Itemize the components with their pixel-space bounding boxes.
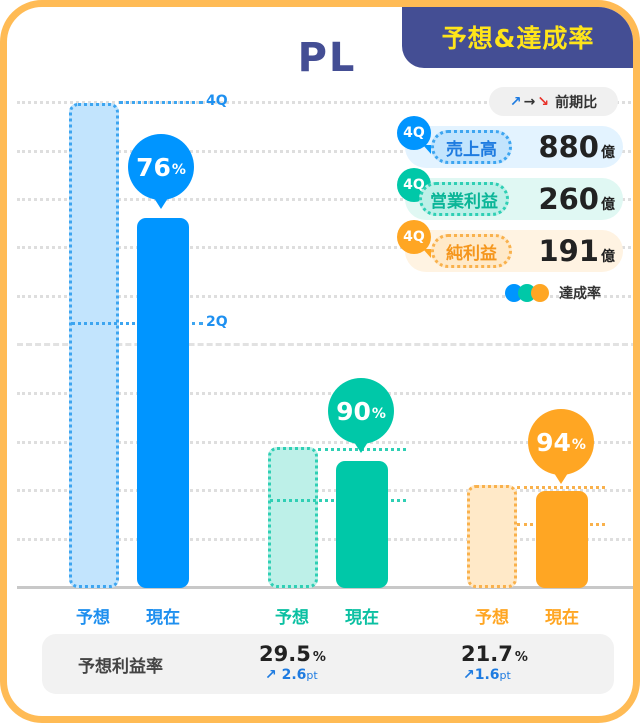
arrow-up-icon: ↗ — [463, 667, 475, 683]
grid-line — [17, 441, 633, 444]
current-bar-sales — [137, 218, 189, 588]
summary-operating: 29.5% ↗ 2.6pt — [259, 642, 326, 683]
grid-line — [17, 198, 633, 201]
kpi-value-net: 191 億 — [538, 234, 615, 268]
grid-line — [17, 295, 633, 298]
axis-label-current-operating: 現在 — [345, 608, 379, 628]
arrow-right-icon: → — [523, 93, 536, 110]
grid-line — [17, 392, 633, 395]
axis-label-current-sales: 現在 — [146, 608, 180, 628]
grid-line — [17, 246, 633, 249]
grid-line — [17, 150, 633, 153]
summary-label: 予想利益率 — [78, 657, 163, 677]
yoy-label: 前期比 — [555, 94, 598, 111]
forecast-bar-sales — [69, 103, 119, 588]
yoy-legend: ↗ → ↘ 前期比 — [489, 87, 618, 116]
axis-label-current-net: 現在 — [545, 608, 579, 628]
axis-label-forecast-net: 予想 — [475, 608, 509, 628]
ref-line-4q-net — [517, 486, 605, 489]
kpi-sales: 4Q 売上高 880 億 — [397, 116, 623, 168]
kpi-name-sales: 売上高 — [431, 130, 512, 164]
current-bar-net — [536, 491, 588, 588]
current-bar-operating — [336, 461, 388, 588]
arrow-down-icon: ↘ — [537, 93, 550, 110]
achievement-bubble-sales: 76% — [128, 134, 194, 209]
forecast-bar-net — [467, 485, 517, 588]
axis-label-forecast-sales: 予想 — [76, 608, 110, 628]
achievement-dots-icon — [505, 282, 553, 304]
kpi-net: 4Q 純利益 191 億 — [397, 220, 623, 272]
forecast-margin-summary: 予想利益率 29.5% ↗ 2.6pt 21.7% ↗1.6pt — [42, 634, 614, 694]
summary-net: 21.7% ↗1.6pt — [461, 642, 528, 683]
forecast-bar-operating — [268, 447, 318, 588]
grid-line — [17, 489, 633, 492]
kpi-operating: 4Q 営業利益 260 億 — [397, 168, 623, 220]
achievement-bubble-net: 94% — [528, 409, 594, 484]
kpi-name-net: 純利益 — [431, 234, 512, 268]
page-title: PL — [297, 35, 357, 81]
kpi-value-operating: 260 億 — [538, 182, 615, 216]
q4-badge: 4Q — [397, 116, 431, 154]
ref-label-2q: 2Q — [206, 314, 228, 330]
arrow-up-icon: ↗ — [509, 93, 522, 110]
arrow-up-icon: ↗ — [265, 667, 277, 683]
corner-tag: 予想&達成率 — [402, 7, 633, 68]
ref-label-4q: 4Q — [206, 93, 228, 109]
grid-line-mid — [17, 343, 633, 346]
axis-label-forecast-operating: 予想 — [275, 608, 309, 628]
grid-line — [17, 101, 633, 104]
achievement-bubble-operating: 90% — [328, 378, 394, 453]
achievement-label: 達成率 — [559, 286, 601, 302]
kpi-name-operating: 営業利益 — [419, 182, 509, 216]
grid-line — [17, 538, 633, 541]
ref-line-4q-sales — [119, 101, 203, 104]
achievement-legend: 達成率 — [505, 282, 601, 304]
chart-baseline — [17, 586, 633, 589]
q4-badge: 4Q — [397, 220, 431, 258]
kpi-value-sales: 880 億 — [538, 130, 615, 164]
